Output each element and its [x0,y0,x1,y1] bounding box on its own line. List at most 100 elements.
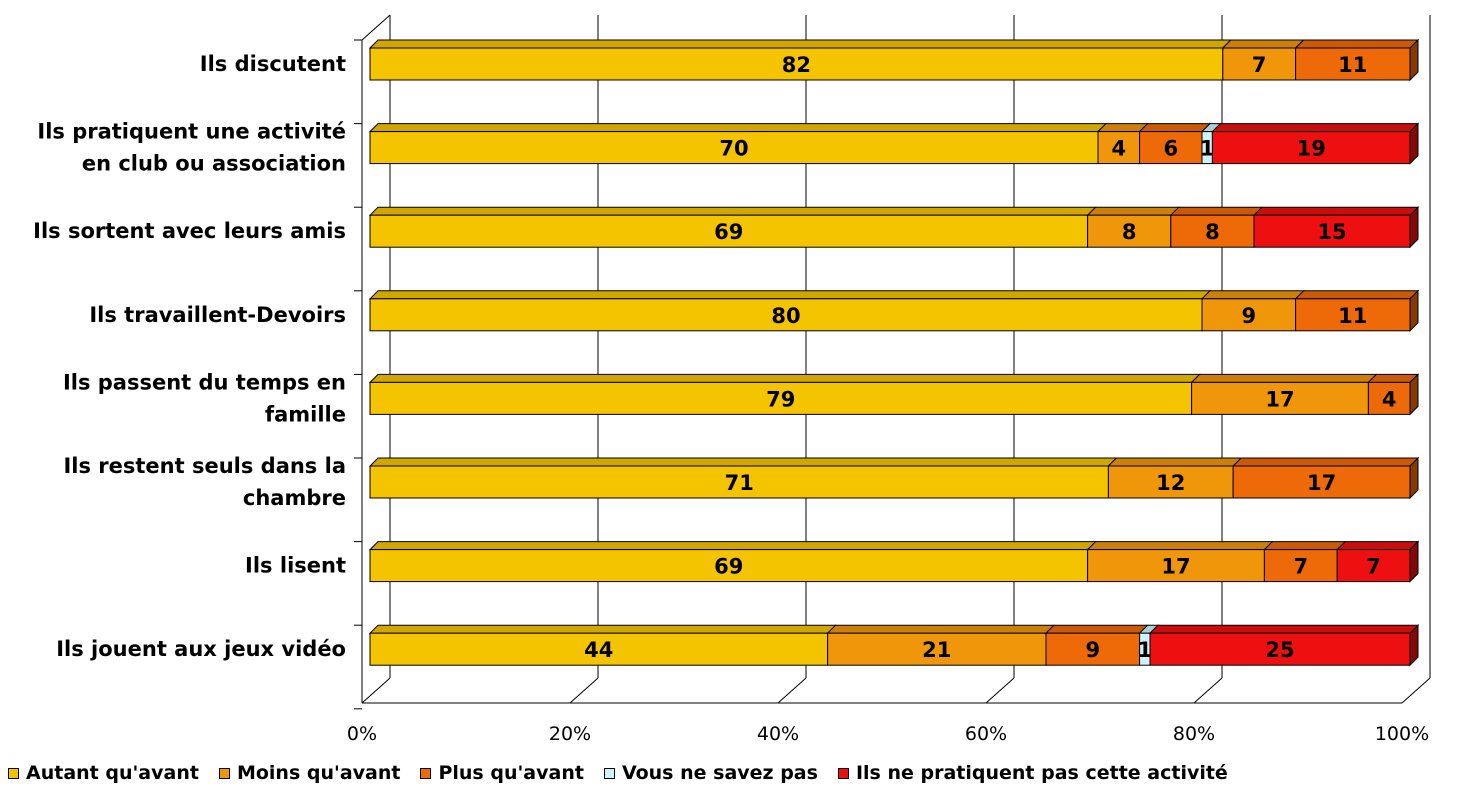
category-label: Ils pratiquent une activité en club ou as… [37,120,346,176]
data-label: 80 [771,304,800,328]
bar-end-cap [1409,38,1419,82]
bar-segment-moins-qu-avant-top [1221,39,1305,49]
x-tick-label: 60% [965,723,1007,745]
bar-end-cap [1409,289,1419,333]
bar-segment-ils-ne-pratiquent-pas-cette-activite [1149,632,1411,666]
bar-end-cap [1409,623,1419,667]
bar-segment-plus-qu-avant-top [1263,541,1347,551]
bar-segment-ils-ne-pratiquent-pas-cette-activite-top [1252,206,1420,216]
legend-item-vous-ne-savez-pas: Vous ne savez pas [603,762,818,784]
bar-segment-plus-qu-avant-top [1231,457,1420,467]
data-label: 9 [1241,304,1256,328]
floor-line-80 [1193,677,1223,704]
legend-item-moins-qu-avant: Moins qu'avant [218,762,400,784]
bar-segment-plus-qu-avant-top [1044,624,1149,634]
data-label: 11 [1338,304,1367,328]
bar-segment-plus-qu-avant [1295,298,1411,332]
bar-segment-ils-ne-pratiquent-pas-cette-activite [1211,131,1411,165]
side-wall-top [361,14,391,41]
bar-segment-moins-qu-avant-top [1200,290,1305,300]
legend-item-autant-qu-avant: Autant qu'avant [8,762,199,784]
data-label: 25 [1265,638,1294,662]
x-tick-label: 20% [549,723,591,745]
data-label: 1 [1137,638,1152,662]
bar-segment-plus-qu-avant-top [1169,206,1264,216]
data-label: 7 [1293,555,1308,579]
legend-swatch [218,767,230,779]
data-label: 71 [725,471,754,495]
legend-swatch [420,767,432,779]
data-label: 82 [782,53,811,77]
data-label: 17 [1265,387,1294,411]
bar-segment-autant-qu-avant [369,131,1099,165]
category-label: Ils lisent [245,554,346,578]
bar-segment-plus-qu-avant [1045,632,1141,666]
bar-segment-autant-qu-avant-top [368,457,1118,467]
data-label: 8 [1205,220,1220,244]
bar-segment-moins-qu-avant [1097,131,1141,165]
legend-label: Plus qu'avant [438,762,584,784]
bar-segment-autant-qu-avant-top [368,373,1201,383]
category-label: Ils travaillent-Devoirs [89,303,346,327]
category-label: Ils discutent [200,52,346,76]
bar-segment-ils-ne-pratiquent-pas-cette-activite-top [1211,123,1420,133]
x-tick-label: 40% [757,723,799,745]
bar-end-cap [1409,540,1419,583]
x-tick-label: 100% [1375,723,1429,745]
legend-swatch [837,767,849,779]
bar-end-cap [1409,205,1419,249]
data-label: 19 [1297,137,1326,161]
x-tick-label: 0% [347,723,377,745]
legend-swatch [8,767,19,779]
bar-segment-ils-ne-pratiquent-pas-cette-activite [1253,214,1411,248]
legend-label: Ils ne pratiquent pas cette activité [855,762,1228,784]
bar-segment-moins-qu-avant [1191,381,1369,415]
category-label: Ils sortent avec leurs amis [33,219,346,243]
bar-segment-plus-qu-avant-top [1294,290,1420,300]
bar-segment-moins-qu-avant [1087,549,1265,583]
floor-line-60 [985,677,1015,704]
bar-segment-moins-qu-avant-top [1190,373,1378,383]
bar-segment-plus-qu-avant [1367,381,1411,415]
bar-segment-moins-qu-avant-top [1086,206,1181,216]
legend-item-ils-ne-pratiquent-pas-cette-activite: Ils ne pratiquent pas cette activité [837,762,1228,784]
data-label: 9 [1085,638,1100,662]
data-label: 1 [1200,137,1215,161]
floor-line-40 [777,677,807,704]
data-label: 79 [766,387,795,411]
bar-segment-moins-qu-avant [1201,298,1297,332]
data-label: 4 [1111,137,1126,161]
bar-segment-autant-qu-avant [369,632,829,666]
x-tick-label: 80% [1173,723,1215,745]
floor-line-100 [1401,677,1431,704]
data-label: 7 [1252,53,1267,77]
bar-segment-autant-qu-avant [369,465,1109,499]
data-label: 17 [1307,471,1336,495]
data-label: 7 [1366,555,1381,579]
legend-item-plus-qu-avant: Plus qu'avant [420,762,584,784]
legend-label: Vous ne savez pas [621,762,818,784]
data-label: 15 [1317,220,1346,244]
bar-segment-autant-qu-avant [369,47,1224,81]
data-label: 12 [1156,471,1185,495]
data-label: 17 [1161,555,1190,579]
legend: Autant qu'avant Moins qu'avant Plus qu'ava… [8,758,1248,788]
bar-segment-moins-qu-avant-top [1107,457,1243,467]
data-label: 69 [714,220,743,244]
bar-segment-moins-qu-avant-top [1086,541,1274,551]
data-label: 70 [719,137,748,161]
data-label: 11 [1338,53,1367,77]
bar-end-cap [1409,373,1419,416]
bar-segment-autant-qu-avant-top [368,39,1233,49]
floor-line-20 [569,677,599,704]
category-label: Ils jouent aux jeux vidéo [56,637,346,661]
category-label: Ils passent du temps en famille [63,370,346,426]
bar-segment-ils-ne-pratiquent-pas-cette-activite-top [1335,541,1420,551]
bar-segment-ils-ne-pratiquent-pas-cette-activite-top [1148,624,1420,634]
data-label: 69 [714,555,743,579]
data-label: 21 [922,638,951,662]
bar-segment-plus-qu-avant-top [1294,39,1420,49]
floor-line-0 [361,677,391,704]
bar-segment-moins-qu-avant [1087,214,1172,248]
bar-end-cap [1409,122,1419,165]
